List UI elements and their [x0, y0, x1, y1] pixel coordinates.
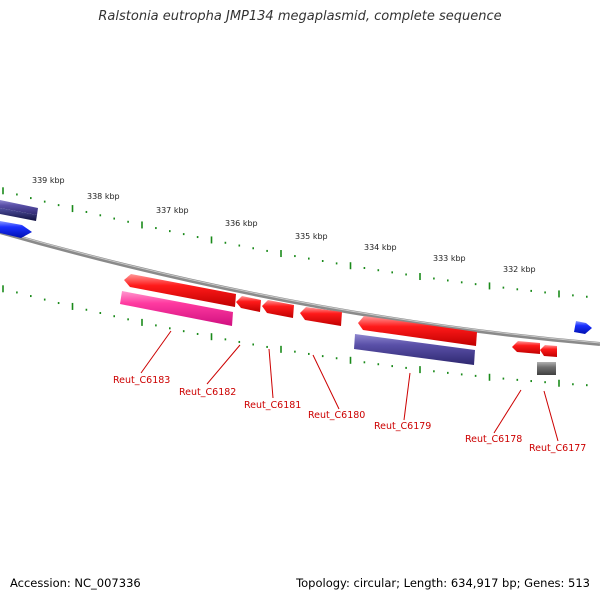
gene-reut-c6177[interactable]: [540, 345, 557, 357]
kbp-label-338: 338 kbp: [87, 192, 120, 201]
gene-reut-c6179[interactable]: [358, 316, 477, 346]
gene-label-reut-c6178[interactable]: Reut_C6178: [465, 434, 522, 445]
gene-label-reut-c6183[interactable]: Reut_C6183: [113, 375, 170, 386]
gene-reut-c6183-pink[interactable]: [120, 291, 233, 326]
lower-scale-ticks: [2, 285, 588, 387]
upper-scale-ticks: [2, 187, 588, 298]
gene-upper-blue-right[interactable]: [574, 321, 592, 334]
kbp-label-334: 334 kbp: [364, 243, 397, 252]
gene-reut-c6183[interactable]: [124, 274, 236, 307]
gene-label-reut-c6179[interactable]: Reut_C6179: [374, 421, 431, 432]
gene-label-reut-c6180[interactable]: Reut_C6180: [308, 410, 365, 421]
kbp-label-339: 339 kbp: [32, 176, 65, 185]
gene-upper-blue[interactable]: [0, 221, 32, 238]
gene-reut-c6181[interactable]: [262, 300, 294, 318]
kbp-label-337: 337 kbp: [156, 206, 189, 215]
gene-label-reut-c6182[interactable]: Reut_C6182: [179, 387, 236, 398]
topology-text: Topology: circular; Length: 634,917 bp; …: [296, 576, 590, 590]
gene-label-reut-c6181[interactable]: Reut_C6181: [244, 400, 301, 411]
kbp-label-332: 332 kbp: [503, 265, 536, 274]
gene-reut-c6178[interactable]: [512, 341, 540, 354]
kbp-label-333: 333 kbp: [433, 254, 466, 263]
genome-backbone: [0, 230, 600, 346]
gene-upper-purple[interactable]: [0, 200, 38, 221]
gene-label-reut-c6177[interactable]: Reut_C6177: [529, 443, 586, 454]
genome-backbone-highlight: [0, 230, 600, 344]
label-leader-lines: [140, 330, 559, 442]
map-title: Ralstonia eutropha JMP134 megaplasmid, c…: [98, 9, 502, 24]
accession-text: Accession: NC_007336: [10, 576, 141, 590]
gene-reut-c6177-grey[interactable]: [537, 362, 556, 375]
kbp-label-336: 336 kbp: [225, 219, 258, 228]
gene-reut-c6182[interactable]: [236, 296, 261, 312]
gene-reut-c6179-purple[interactable]: [354, 334, 475, 365]
gene-reut-c6180[interactable]: [300, 307, 342, 326]
kbp-label-335: 335 kbp: [295, 232, 328, 241]
